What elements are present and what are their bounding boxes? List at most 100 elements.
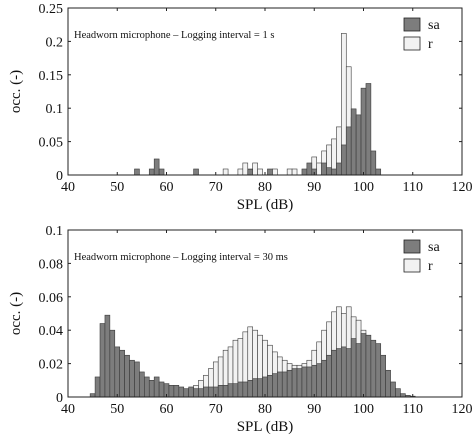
bar-sa-86 xyxy=(291,368,298,398)
y-tick-label: 0.08 xyxy=(39,257,64,272)
bar-sa-106 xyxy=(390,381,396,398)
bar-sa-77 xyxy=(247,379,253,398)
bar-sa-78 xyxy=(252,378,258,398)
bar-sa-58 xyxy=(153,158,160,176)
bar-r-85 xyxy=(286,168,293,176)
bar-sa-94 xyxy=(331,349,337,398)
x-tick-label: 110 xyxy=(403,180,423,195)
y-axis-ticks: 0 0.05 0.1 0.15 0.2 0.25 xyxy=(39,2,462,184)
bar-sa-73 xyxy=(227,383,234,398)
bar-sa-59 xyxy=(158,381,165,398)
bar-sa-84 xyxy=(281,371,288,398)
bar-sa-79 xyxy=(257,378,263,398)
y-tick-label: 0.04 xyxy=(39,324,64,339)
x-tick-label: 60 xyxy=(160,402,174,417)
y-axis-label: occ. (-) xyxy=(8,292,24,335)
bar-sa-93 xyxy=(326,354,332,398)
bar-sa-100 xyxy=(360,87,367,176)
legend-swatch-sa xyxy=(403,239,421,254)
x-tick-label: 40 xyxy=(61,180,75,195)
legend-label-r: r xyxy=(428,37,433,52)
x-tick-label: 90 xyxy=(307,180,321,195)
y-tick-label: 0.02 xyxy=(39,358,64,373)
y-tick-label: 0 xyxy=(56,169,63,184)
bar-r-76 xyxy=(242,162,249,176)
x-tick-label: 70 xyxy=(209,402,223,417)
bar-sa-48 xyxy=(104,314,111,398)
bar-sa-100 xyxy=(360,333,367,398)
bar-sa-96 xyxy=(341,144,347,176)
bar-sa-95 xyxy=(336,348,342,398)
bar-sa-107 xyxy=(395,388,401,398)
bar-sa-57 xyxy=(148,168,155,176)
bar-sa-63 xyxy=(178,386,185,398)
x-tick-label: 90 xyxy=(307,402,321,417)
bar-sa-57 xyxy=(148,379,155,398)
bar-sa-94 xyxy=(331,168,337,176)
bar-sa-101 xyxy=(365,334,372,398)
bar-sa-76 xyxy=(242,381,249,398)
x-tick-label: 60 xyxy=(160,180,174,195)
bar-sa-51 xyxy=(119,349,125,398)
legend-swatch-r xyxy=(403,36,421,51)
bar-sa-52 xyxy=(124,354,130,398)
bar-sa-82 xyxy=(272,373,278,398)
bar-sa-80 xyxy=(262,376,268,398)
bar-sa-81 xyxy=(267,168,273,176)
panel-annotation: Headworn microphone – Logging interval =… xyxy=(74,252,288,263)
x-axis-ticks: 40 50 60 70 80 90 100 110 120 xyxy=(61,8,473,195)
bar-sa-65 xyxy=(188,386,194,398)
bar-sa-75 xyxy=(237,381,244,398)
y-tick-label: 0 xyxy=(56,391,63,406)
y-tick-label: 0.05 xyxy=(39,136,64,151)
bar-r-75 xyxy=(237,168,244,176)
bar-sa-92 xyxy=(321,162,327,176)
x-axis-label: SPL (dB) xyxy=(237,419,294,435)
bar-sa-90 xyxy=(311,364,318,398)
x-tick-label: 120 xyxy=(452,402,473,417)
x-tick-label: 70 xyxy=(209,180,223,195)
bar-r-78 xyxy=(252,162,258,176)
x-tick-label: 100 xyxy=(353,180,374,195)
bar-sa-102 xyxy=(370,339,377,398)
x-tick-label: 80 xyxy=(258,402,272,417)
x-tick-label: 110 xyxy=(403,402,423,417)
panel-annotation: Headworn microphone – Logging interval =… xyxy=(74,30,274,41)
legend: sa r xyxy=(403,17,440,52)
legend-swatch-sa xyxy=(403,17,421,32)
y-axis-label: occ. (-) xyxy=(8,70,24,113)
bar-sa-96 xyxy=(341,346,347,398)
bar-r-79 xyxy=(257,168,263,176)
bar-sa-102 xyxy=(370,150,377,176)
y-tick-label: 0.15 xyxy=(39,69,64,84)
histogram-panel-30ms: 40 50 60 70 80 90 100 110 120 00.020.040.060.080… xyxy=(8,224,473,435)
bar-sa-108 xyxy=(400,393,406,398)
x-tick-label: 80 xyxy=(258,180,272,195)
bar-sa-88 xyxy=(301,168,308,176)
x-tick-label: 120 xyxy=(452,180,473,195)
bar-sa-45 xyxy=(89,393,96,398)
histogram-panel-1s: 40 50 60 70 80 90 100 110 120 0 0.05 0.1 0.15 0.2 0.2… xyxy=(8,2,473,213)
bar-sa-58 xyxy=(153,376,160,398)
bar-sa-87 xyxy=(296,368,303,398)
bar-sa-104 xyxy=(380,354,386,398)
bar-sa-83 xyxy=(277,371,283,398)
bar-sa-99 xyxy=(355,343,362,398)
x-axis-label: SPL (dB) xyxy=(237,197,294,213)
legend-label-r: r xyxy=(428,259,433,274)
bar-sa-77 xyxy=(247,169,253,176)
y-axis-ticks: 0 0.02 0.04 0.06 0.08 0.1 xyxy=(39,224,462,406)
bar-sa-71 xyxy=(217,385,224,398)
bar-sa-67 xyxy=(198,388,204,398)
x-tick-label: 40 xyxy=(61,402,75,417)
y-tick-label: 0.1 xyxy=(46,224,64,239)
bar-sa-68 xyxy=(203,386,209,398)
bar-sa-69 xyxy=(208,386,214,398)
bar-sa-64 xyxy=(183,388,189,398)
bar-sa-91 xyxy=(316,363,322,398)
y-tick-label: 0.2 xyxy=(46,35,64,50)
bar-sa-95 xyxy=(336,162,342,176)
bar-sa-101 xyxy=(365,83,372,176)
bar-sa-49 xyxy=(109,329,116,398)
bar-sa-72 xyxy=(222,385,229,398)
